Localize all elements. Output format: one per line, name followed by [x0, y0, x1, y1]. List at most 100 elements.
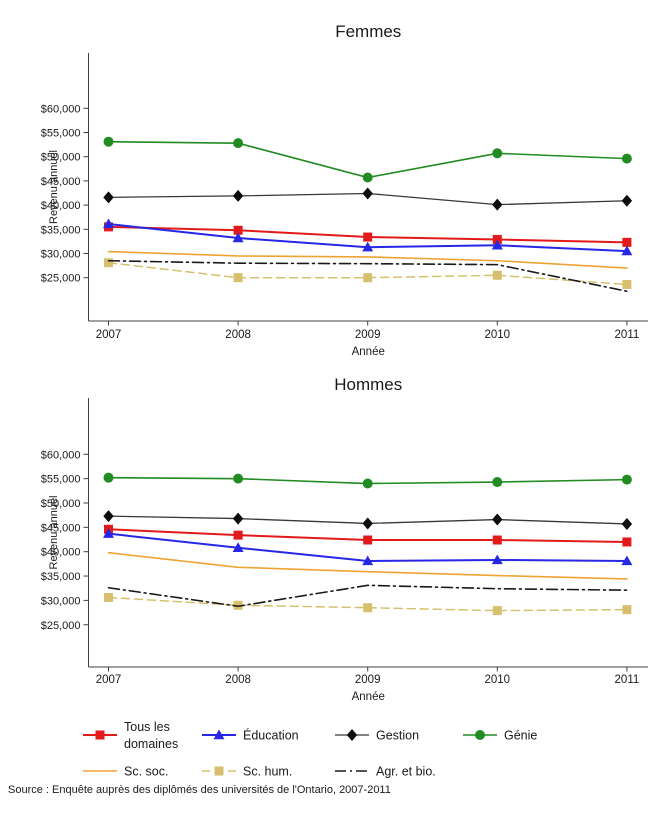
- y-tick-label: $35,000: [41, 571, 81, 583]
- data-point-marker: [104, 592, 113, 602]
- series-genie: [103, 136, 632, 183]
- legend-label: domaines: [124, 737, 178, 751]
- chart-title-hommes: Hommes: [334, 375, 402, 394]
- data-point-marker: [362, 172, 373, 183]
- data-point-marker: [622, 537, 632, 547]
- legend-label: Sc. soc.: [124, 765, 168, 779]
- data-point-marker: [103, 528, 114, 538]
- x-tick-label: 2009: [355, 329, 381, 341]
- data-point-marker: [232, 512, 244, 525]
- legend-swatch-marker: [475, 730, 485, 740]
- data-point-marker: [233, 530, 243, 540]
- x-tick-label: 2007: [96, 329, 122, 341]
- y-tick-label: $45,000: [41, 176, 81, 188]
- y-axis: $25,000 $30,000 $35,000 $40,000 $45,000 $50,0…: [41, 449, 89, 632]
- data-point-marker: [492, 234, 502, 244]
- series-line: [107, 140, 628, 179]
- data-point-marker: [621, 245, 633, 256]
- data-point-marker: [362, 241, 374, 252]
- x-axis: 2007 2008 2009 2010 2011: [96, 667, 640, 686]
- data-point-marker: [491, 554, 503, 565]
- x-tick-label: 2010: [485, 674, 511, 686]
- legend-item-genie: Génie: [463, 729, 537, 743]
- source-note: Source : Enquête auprès des diplômés des…: [8, 784, 391, 796]
- y-tick-label: $40,000: [41, 547, 81, 559]
- data-point-marker: [492, 513, 503, 526]
- data-point-marker: [492, 535, 502, 545]
- series-education: [103, 528, 633, 566]
- series-line: [107, 259, 628, 293]
- legend-item-agr-et-bio: Agr. et bio.: [335, 765, 436, 779]
- data-point-marker: [233, 225, 243, 235]
- series-sc-soc: [107, 250, 628, 269]
- data-point-marker: [363, 273, 373, 283]
- series-education: [103, 218, 633, 256]
- y-tick-label: $50,000: [41, 498, 81, 510]
- data-point-marker: [492, 606, 502, 616]
- data-point-marker: [233, 138, 244, 149]
- data-point-marker: [363, 535, 373, 545]
- series-sc-soc: [107, 551, 628, 580]
- series-line: [107, 250, 628, 269]
- legend-label: Agr. et bio.: [376, 765, 436, 779]
- x-tick-label: 2007: [96, 674, 122, 686]
- data-point-marker: [233, 473, 244, 484]
- data-point-marker: [232, 232, 244, 243]
- data-point-marker: [233, 273, 243, 283]
- legend-label: Gestion: [376, 729, 419, 743]
- legend-swatch-marker: [214, 766, 224, 776]
- data-point-marker: [104, 258, 113, 268]
- data-point-marker: [232, 542, 244, 553]
- legend-item-sc-soc: Sc. soc.: [83, 765, 168, 779]
- data-point-marker: [362, 187, 373, 200]
- legend-swatch-marker: [346, 729, 358, 741]
- series-agr-et-bio: [107, 259, 628, 293]
- x-tick-label: 2009: [355, 674, 381, 686]
- data-point-marker: [233, 600, 243, 610]
- series-agr-et-bio: [107, 584, 628, 608]
- y-tick-label: $35,000: [41, 224, 81, 236]
- data-point-marker: [103, 472, 114, 483]
- series-sc-hum: [104, 592, 632, 616]
- data-point-marker: [362, 478, 373, 489]
- x-tick-label: 2010: [485, 329, 511, 341]
- y-axis: $25,000 $30,000 $35,000 $40,000 $45,000 $50,0…: [41, 103, 89, 285]
- legend-item-tous-les-domaines: Tous les domaines: [83, 720, 178, 751]
- legend-item-gestion: Gestion: [335, 729, 419, 743]
- legend-item-education: Éducation: [202, 728, 299, 743]
- data-point-marker: [363, 232, 373, 242]
- series-line: [107, 551, 628, 580]
- data-point-marker: [621, 194, 633, 207]
- data-point-marker: [621, 474, 632, 485]
- data-point-marker: [622, 605, 632, 615]
- data-point-marker: [622, 237, 632, 247]
- data-point-marker: [232, 189, 244, 202]
- data-point-marker: [103, 191, 114, 204]
- data-point-marker: [362, 555, 374, 566]
- y-axis-title: Revenu annuel: [48, 495, 60, 569]
- data-point-marker: [492, 477, 503, 488]
- legend-label: Tous les: [124, 720, 170, 734]
- legend-label: Éducation: [243, 728, 299, 743]
- y-tick-label: $55,000: [41, 474, 81, 486]
- legend-label: Sc. hum.: [243, 765, 292, 779]
- data-point-marker: [492, 198, 503, 211]
- data-point-marker: [621, 517, 633, 530]
- data-point-marker: [492, 148, 503, 159]
- series-line: [107, 584, 628, 608]
- data-point-marker: [103, 218, 114, 229]
- legend-item-sc-hum: Sc. hum.: [202, 765, 292, 779]
- data-point-marker: [492, 270, 502, 280]
- y-tick-label: $25,000: [41, 620, 81, 632]
- x-axis-title: Année: [352, 346, 385, 358]
- y-tick-label: $60,000: [41, 103, 81, 115]
- data-point-marker: [621, 555, 633, 566]
- chart-femmes: Femmes $25,000 $30,000 $35,000 $40,000 $45,00…: [41, 22, 648, 358]
- series-sc-hum: [104, 258, 632, 289]
- y-tick-label: $30,000: [41, 249, 81, 261]
- x-tick-label: 2011: [615, 674, 640, 686]
- data-point-marker: [491, 239, 503, 250]
- y-axis-title: Revenu annuel: [48, 150, 60, 224]
- x-axis-title: Année: [352, 691, 385, 703]
- series-gestion: [103, 187, 633, 211]
